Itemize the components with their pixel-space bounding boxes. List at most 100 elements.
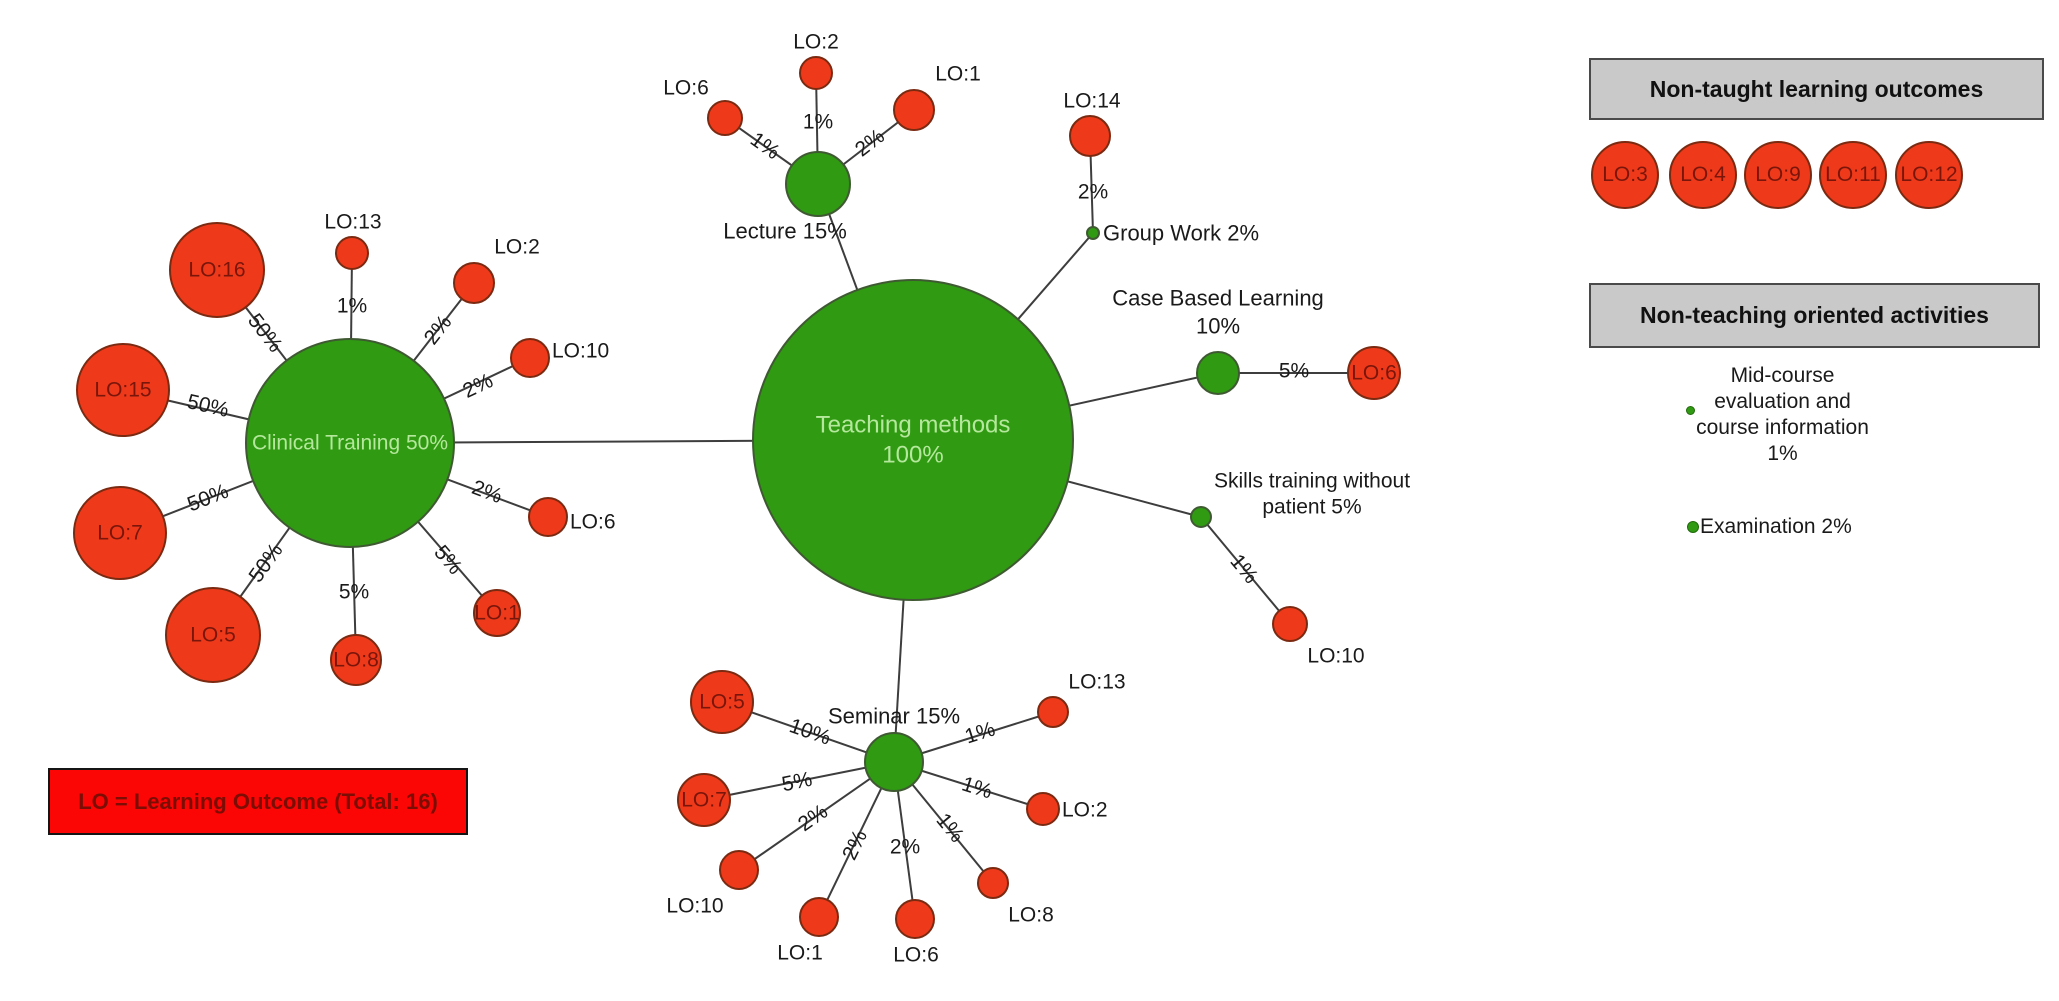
non-taught-header: Non-taught learning outcomes bbox=[1589, 58, 2044, 120]
node-sm_lo13 bbox=[1037, 696, 1069, 728]
edge-label-clinical-ct_lo13: 1% bbox=[337, 295, 367, 318]
node-label-sm_lo6: LO:6 bbox=[893, 944, 939, 967]
node-sm_lo8 bbox=[977, 867, 1009, 899]
edge-label-seminar-sm_lo10: 2% bbox=[794, 800, 832, 836]
node-label-ct_lo13: LO:13 bbox=[324, 211, 381, 234]
edge-label-seminar-sm_lo13: 1% bbox=[962, 717, 998, 748]
node-ct_lo2 bbox=[453, 262, 495, 304]
edge-label-lecture-lc_lo2: 1% bbox=[803, 111, 833, 134]
node-label-sm_lo13: LO:13 bbox=[1068, 671, 1125, 694]
node-ct_lo1 bbox=[473, 589, 521, 637]
node-label-ct_lo10: LO:10 bbox=[552, 340, 609, 363]
node-label-ct_lo8: LO:8 bbox=[333, 649, 379, 672]
node-case_based bbox=[1196, 351, 1240, 395]
edge-label-clinical-ct_lo5: 50% bbox=[244, 539, 287, 587]
edge-label-clinical-ct_lo16: 50% bbox=[243, 309, 287, 356]
midcourse-label: Mid-course evaluation and course informa… bbox=[1690, 363, 1875, 467]
edge-label-seminar-sm_lo6: 2% bbox=[890, 836, 920, 859]
node-label-lc_lo1: LO:1 bbox=[935, 63, 981, 86]
node-label-sm_lo7: LO:7 bbox=[681, 789, 727, 812]
edge-label-group_work-gw_lo14: 2% bbox=[1078, 181, 1108, 204]
node-label-skills-1: Skills training without bbox=[1214, 470, 1410, 493]
edge-label-lecture-lc_lo6: 1% bbox=[746, 128, 784, 164]
edge-seminar-sm_lo7 bbox=[703, 761, 895, 801]
node-label-lc_lo6: LO:6 bbox=[663, 77, 709, 100]
node-label-ct_lo1: LO:1 bbox=[474, 602, 520, 625]
edge-label-clinical-ct_lo10: 2% bbox=[459, 369, 496, 403]
lo-badge-4: LO:4 bbox=[1669, 141, 1737, 209]
non-taught-badges: LO:3 LO:4 LO:9 LO:11 LO:12 bbox=[1589, 141, 2049, 211]
node-label-sm_lo2: LO:2 bbox=[1062, 799, 1108, 822]
edge-label-clinical-ct_lo6: 2% bbox=[469, 476, 505, 508]
edge-label-clinical-ct_lo7: 50% bbox=[184, 480, 232, 517]
node-lecture bbox=[785, 151, 851, 217]
node-label-ct_lo2: LO:2 bbox=[494, 236, 540, 259]
edge-label-seminar-sm_lo2: 1% bbox=[959, 772, 995, 803]
node-lc_lo1 bbox=[893, 89, 935, 131]
midcourse-line-4: 1% bbox=[1767, 442, 1798, 465]
node-label-sm_lo5: LO:5 bbox=[699, 691, 745, 714]
node-ct_lo16 bbox=[169, 222, 265, 318]
node-lc_lo2 bbox=[799, 56, 833, 90]
edge-label-seminar-sm_lo1: 2% bbox=[838, 826, 872, 863]
legend-box: LO = Learning Outcome (Total: 16) bbox=[48, 768, 468, 835]
node-ct_lo7 bbox=[73, 486, 167, 580]
node-label-seminar: Seminar 15% bbox=[828, 704, 960, 729]
node-ct_lo13 bbox=[335, 236, 369, 270]
node-label-clinical: Clinical Training 50% bbox=[252, 432, 448, 455]
edge-label-clinical-ct_lo2: 2% bbox=[420, 311, 457, 349]
node-ct_lo15 bbox=[76, 343, 170, 437]
node-label-teaching-2: 100% bbox=[882, 442, 943, 469]
midcourse-line-1: Mid-course bbox=[1730, 364, 1835, 387]
lo-badge-3: LO:3 bbox=[1591, 141, 1659, 209]
node-sm_lo10 bbox=[719, 850, 759, 890]
node-label-sm_lo1: LO:1 bbox=[777, 942, 823, 965]
edge-label-skills-sk_lo10: 1% bbox=[1225, 550, 1262, 588]
edge-label-case_based-cb_lo6: 5% bbox=[1279, 360, 1309, 383]
node-sm_lo6 bbox=[895, 899, 935, 939]
node-ct_lo5 bbox=[165, 587, 261, 683]
node-clinical bbox=[245, 338, 455, 548]
node-label-sm_lo10: LO:10 bbox=[666, 895, 723, 918]
node-ct_lo8 bbox=[330, 634, 382, 686]
node-label-cb_lo6: LO:6 bbox=[1351, 362, 1397, 385]
edge-label-clinical-ct_lo15: 50% bbox=[185, 390, 231, 422]
node-seminar bbox=[864, 732, 924, 792]
node-label-group_work: Group Work 2% bbox=[1103, 221, 1259, 246]
nodes-layer bbox=[73, 56, 1401, 939]
edge-label-seminar-sm_lo5: 10% bbox=[786, 714, 833, 750]
node-label-ct_lo5: LO:5 bbox=[190, 624, 236, 647]
node-label-ct_lo6: LO:6 bbox=[570, 511, 616, 534]
node-sk_lo10 bbox=[1272, 606, 1308, 642]
midcourse-line-2: evaluation and bbox=[1714, 390, 1851, 413]
lo-badge-12: LO:12 bbox=[1895, 141, 1963, 209]
node-label-ct_lo16: LO:16 bbox=[188, 259, 245, 282]
node-label-ct_lo7: LO:7 bbox=[97, 522, 143, 545]
lo-badge-9: LO:9 bbox=[1744, 141, 1812, 209]
node-skills bbox=[1190, 506, 1212, 528]
node-label-lecture: Lecture 15% bbox=[723, 219, 847, 244]
edge-label-clinical-ct_lo1: 5% bbox=[429, 541, 466, 579]
node-label-sm_lo8: LO:8 bbox=[1008, 904, 1054, 927]
edge-seminar-sm_lo10 bbox=[738, 761, 895, 871]
midcourse-dot-icon bbox=[1686, 406, 1695, 415]
node-ct_lo6 bbox=[528, 497, 568, 537]
lo-badge-11: LO:11 bbox=[1819, 141, 1887, 209]
node-label-case_based-2: 10% bbox=[1196, 314, 1240, 339]
edge-label-clinical-ct_lo8: 5% bbox=[339, 581, 369, 604]
node-label-gw_lo14: LO:14 bbox=[1063, 90, 1121, 113]
node-group_work bbox=[1086, 226, 1100, 240]
node-sm_lo7 bbox=[677, 773, 731, 827]
edge-skills-sk_lo10 bbox=[1200, 516, 1291, 625]
node-label-skills-2: patient 5% bbox=[1262, 496, 1361, 519]
labels-layer: 50%1%2%2%2%5%5%50%50%50%1%1%2%2%5%1%10%5… bbox=[94, 31, 1410, 967]
node-label-ct_lo15: LO:15 bbox=[94, 379, 151, 402]
node-sm_lo1 bbox=[799, 897, 839, 937]
edge-label-lecture-lc_lo1: 2% bbox=[851, 125, 889, 162]
node-teaching bbox=[752, 279, 1074, 601]
examination-dot-icon bbox=[1687, 521, 1699, 533]
node-gw_lo14 bbox=[1069, 115, 1111, 157]
node-cb_lo6 bbox=[1347, 346, 1401, 400]
node-label-lc_lo2: LO:2 bbox=[793, 31, 839, 54]
